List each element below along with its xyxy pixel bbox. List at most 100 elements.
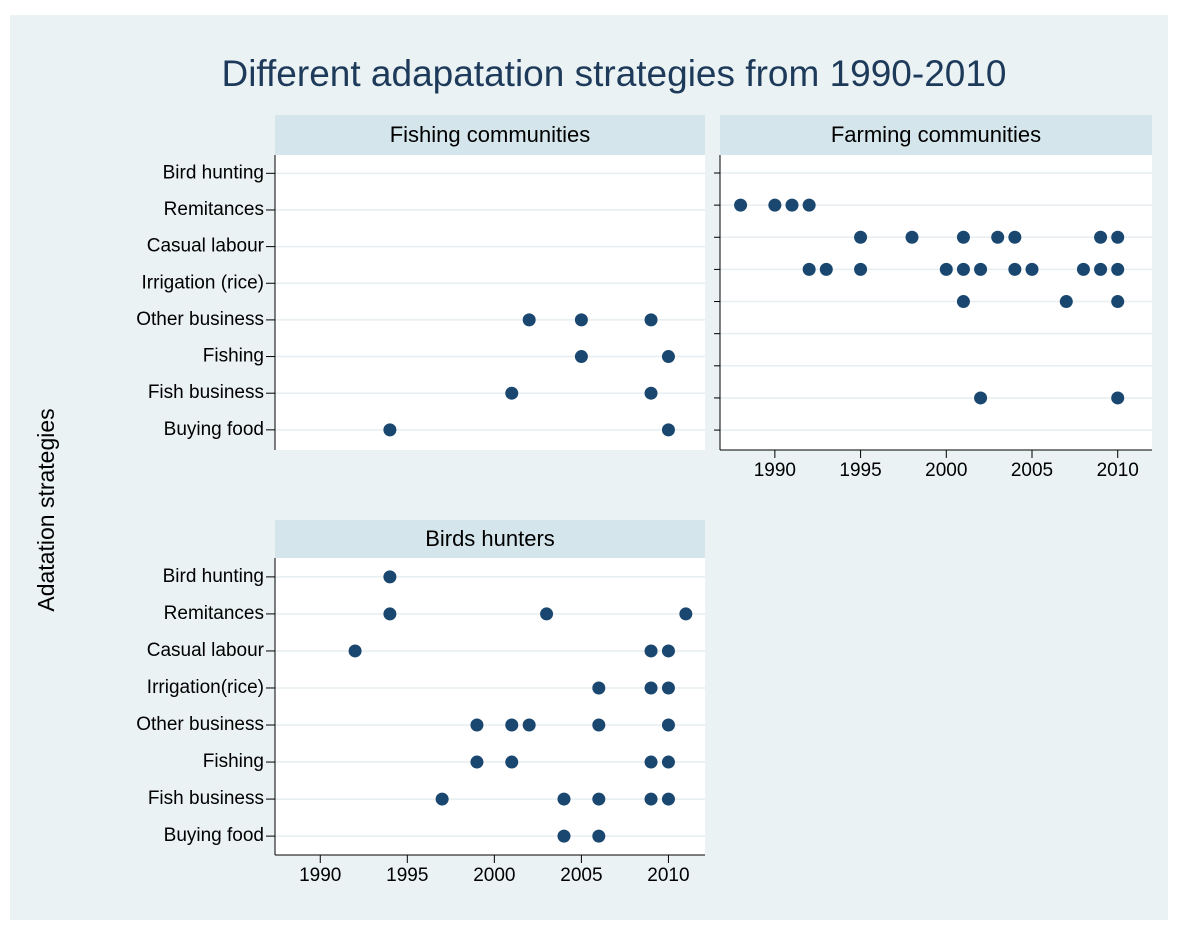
point (574, 350, 588, 364)
y-axis-title: Adatation strategies (33, 408, 59, 611)
point (505, 755, 519, 769)
point (1094, 230, 1108, 244)
point (1076, 262, 1090, 276)
point (383, 423, 397, 437)
point (974, 391, 988, 405)
point (734, 198, 748, 212)
point (661, 644, 675, 658)
point (470, 755, 484, 769)
point (557, 829, 571, 843)
point (939, 262, 953, 276)
point (557, 792, 571, 806)
point (802, 198, 816, 212)
point (661, 792, 675, 806)
point (644, 792, 658, 806)
point (348, 644, 362, 658)
panel-header (275, 520, 705, 558)
plot-area (720, 155, 1152, 450)
point (854, 230, 868, 244)
point (574, 313, 588, 327)
point (854, 262, 868, 276)
point (592, 829, 606, 843)
point (522, 718, 536, 732)
point (1059, 295, 1073, 309)
point (592, 792, 606, 806)
x-tick-label: 2005 (560, 865, 602, 886)
point (1111, 262, 1125, 276)
point (592, 718, 606, 732)
point (661, 681, 675, 695)
y-tick-label: Other business (136, 714, 264, 735)
point (1008, 262, 1022, 276)
y-tick-label: Other business (136, 309, 264, 330)
point (540, 607, 554, 621)
point (383, 607, 397, 621)
y-tick-label: Remitances (164, 603, 264, 624)
point (956, 262, 970, 276)
point (905, 230, 919, 244)
panel-title: Fishing communities (390, 122, 591, 147)
point (661, 755, 675, 769)
x-tick-label: 2010 (647, 865, 689, 886)
y-tick-label: Irrigation (rice) (142, 272, 264, 293)
point (991, 230, 1005, 244)
y-tick-label: Remitances (164, 199, 264, 220)
point (1094, 262, 1108, 276)
point (1111, 230, 1125, 244)
point (661, 423, 675, 437)
point (1111, 391, 1125, 405)
point (644, 313, 658, 327)
y-tick-label: Fishing (203, 751, 264, 772)
point (592, 681, 606, 695)
point (644, 755, 658, 769)
panel-title: Birds hunters (425, 526, 555, 551)
point (785, 198, 799, 212)
point (768, 198, 782, 212)
panel-header (275, 115, 705, 155)
panel-title: Farming communities (831, 122, 1041, 147)
y-tick-label: Casual labour (147, 640, 265, 661)
point (661, 350, 675, 364)
chart-title: Different adapatation strategies from 19… (221, 53, 1006, 94)
point (1008, 230, 1022, 244)
point (644, 681, 658, 695)
point (974, 262, 988, 276)
y-tick-label: Casual labour (147, 236, 265, 257)
y-tick-label: Fish business (148, 382, 264, 403)
point (819, 262, 833, 276)
x-tick-label: 2000 (473, 865, 515, 886)
point (1111, 295, 1125, 309)
x-tick-label: 2005 (1011, 460, 1053, 481)
y-tick-label: Irrigation(rice) (147, 677, 264, 698)
point (470, 718, 484, 732)
point (505, 718, 519, 732)
y-tick-label: Bird hunting (163, 162, 264, 183)
point (383, 570, 397, 584)
point (956, 230, 970, 244)
x-tick-label: 2000 (925, 460, 967, 481)
x-tick-label: 1990 (299, 865, 341, 886)
point (679, 607, 693, 621)
point (522, 313, 536, 327)
y-tick-label: Buying food (164, 825, 264, 846)
x-tick-label: 1995 (386, 865, 428, 886)
x-tick-label: 2010 (1097, 460, 1139, 481)
x-tick-label: 1995 (839, 460, 881, 481)
y-tick-label: Buying food (164, 419, 264, 440)
point (661, 718, 675, 732)
point (956, 295, 970, 309)
point (644, 386, 658, 400)
y-tick-label: Fishing (203, 346, 264, 367)
point (505, 386, 519, 400)
panel-header (720, 115, 1152, 155)
point (644, 644, 658, 658)
point (1025, 262, 1039, 276)
plot-area (275, 558, 705, 855)
point (802, 262, 816, 276)
y-tick-label: Bird hunting (163, 566, 264, 587)
x-tick-label: 1990 (754, 460, 796, 481)
point (435, 792, 449, 806)
plot-area (275, 155, 705, 450)
